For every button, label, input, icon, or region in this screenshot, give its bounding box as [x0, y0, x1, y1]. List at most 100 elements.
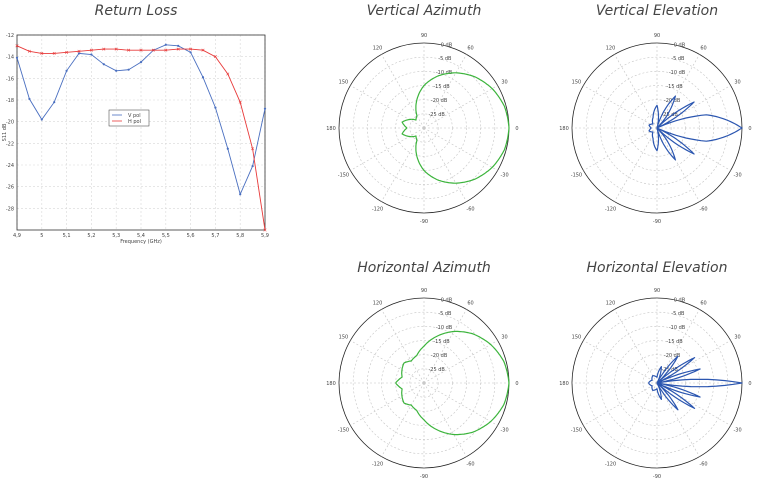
radiation-pattern-trace: [648, 95, 743, 161]
polar-spoke: [350, 85, 425, 129]
angle-label: 120: [606, 45, 616, 51]
chart-title: Horizontal Elevation: [587, 260, 728, 276]
v-pol-point: [40, 118, 43, 121]
angle-label: 180: [326, 126, 336, 132]
radial-tick-label: -15 dB: [666, 84, 683, 90]
h-pol-point: [263, 228, 267, 232]
polar-ring: [352, 311, 496, 455]
polar-spoke: [350, 127, 425, 171]
x-tick-label: 5,1: [63, 233, 71, 239]
v-pol-point: [139, 60, 143, 64]
angle-label: -150: [571, 428, 582, 434]
x-tick-label: 5,9: [261, 233, 269, 239]
v-pol-point: [239, 193, 242, 196]
v-pol-point: [53, 101, 56, 104]
angle-label: 60: [467, 45, 473, 51]
legend-box: [108, 109, 150, 127]
v-pol-point: [263, 107, 267, 110]
angle-label: -30: [500, 428, 508, 434]
y-tick-label: -24: [6, 163, 14, 169]
h-pol-point: [189, 47, 193, 51]
angle-label: 60: [700, 45, 706, 51]
y-tick-label: -16: [6, 76, 14, 82]
angle-label: 60: [467, 300, 473, 306]
v-pol-point: [77, 52, 81, 55]
radiation-pattern-trace: [647, 355, 743, 411]
v-pol-point: [90, 53, 93, 56]
angle-label: 180: [559, 381, 569, 387]
angle-label: 0: [748, 381, 751, 387]
angle-label: -60: [699, 462, 707, 468]
y-tick-label: -28: [6, 206, 14, 212]
angle-label: 180: [559, 126, 569, 132]
h-pol-point: [226, 72, 230, 76]
angle-label: -30: [733, 428, 741, 434]
h-pol-point: [77, 49, 81, 53]
h-pol-point: [238, 100, 242, 104]
chart-title: Vertical Elevation: [596, 3, 718, 19]
v-pol-point: [15, 56, 19, 59]
h-pol-point: [52, 51, 56, 55]
angle-label: 30: [734, 335, 740, 341]
angle-label: 180: [326, 381, 336, 387]
x-tick-label: 5,4: [137, 233, 145, 239]
angle-label: 60: [700, 300, 706, 306]
h-pol-point: [102, 47, 106, 51]
angle-label: -120: [605, 462, 616, 468]
polar-spoke: [350, 382, 425, 426]
angle-label: 90: [421, 288, 427, 294]
angle-label: -30: [500, 173, 508, 179]
radial-tick-label: -25 dB: [428, 112, 445, 118]
x-tick-label: 5,8: [236, 233, 244, 239]
h-pol-point: [65, 50, 69, 54]
polar-ring: [614, 340, 700, 426]
polar-spoke: [583, 340, 658, 384]
x-tick-label: 5,2: [87, 233, 95, 239]
radial-tick-label: 0 dB: [441, 42, 453, 48]
polar-chart-vertical-azimuth: Vertical Azimuth 0 30 60 90 120 150 180 -150 -120…: [326, 3, 518, 225]
angle-label: -120: [372, 462, 383, 468]
angle-label: -60: [466, 462, 474, 468]
v-pol-point: [164, 43, 167, 46]
angle-label: -90: [420, 474, 428, 480]
polar-chart-horizontal-azimuth: Horizontal Azimuth 0 30 60 90 120 150 180 -150 -1…: [326, 260, 518, 480]
h-pol-point: [151, 48, 155, 52]
radial-tick-label: -5 dB: [671, 56, 685, 62]
angle-label: 120: [373, 300, 383, 306]
v-pol-point: [177, 44, 180, 47]
polar-spoke: [423, 382, 498, 426]
angle-label: 90: [654, 288, 660, 294]
polar-chart-horizontal-elevation: Horizontal Elevation 0 30 60 90 120 150 180 -150…: [559, 260, 751, 480]
radial-tick-label: -25 dB: [661, 367, 678, 373]
polar-ring: [642, 113, 672, 143]
radial-tick-label: -15 dB: [666, 339, 683, 345]
v-pol-point: [115, 69, 118, 72]
polar-ring: [409, 113, 439, 143]
polar-ring: [585, 311, 729, 455]
angle-label: -90: [653, 474, 661, 480]
polar-chart-vertical-elevation: Vertical Elevation 0 30 60 90 120 150 180 -150 -1…: [559, 3, 751, 225]
polar-ring: [409, 368, 439, 398]
angle-label: -150: [571, 173, 582, 179]
radial-tick-label: 0 dB: [674, 297, 686, 303]
y-axis-label: S11 dB: [2, 123, 8, 141]
radial-tick-label: 0 dB: [441, 297, 453, 303]
angle-label: 90: [421, 33, 427, 39]
radial-tick-label: -5 dB: [438, 56, 452, 62]
v-pol-point: [28, 97, 31, 101]
angle-label: -150: [338, 428, 349, 434]
h-pol-point: [176, 47, 180, 51]
h-pol-point: [127, 48, 131, 52]
plot-frame: [16, 34, 266, 231]
v-pol-point: [127, 68, 130, 71]
angle-label: 0: [515, 381, 518, 387]
angle-label: 30: [501, 80, 507, 86]
y-tick-label: -18: [6, 98, 14, 104]
x-tick-label: 5: [40, 233, 43, 239]
h-pol-point: [40, 51, 44, 55]
radial-tick-label: -15 dB: [433, 339, 450, 345]
angle-label: 150: [572, 335, 582, 341]
h-pol-point: [27, 49, 31, 53]
legend-label: V pol: [128, 113, 141, 119]
radial-tick-label: -25 dB: [428, 367, 445, 373]
